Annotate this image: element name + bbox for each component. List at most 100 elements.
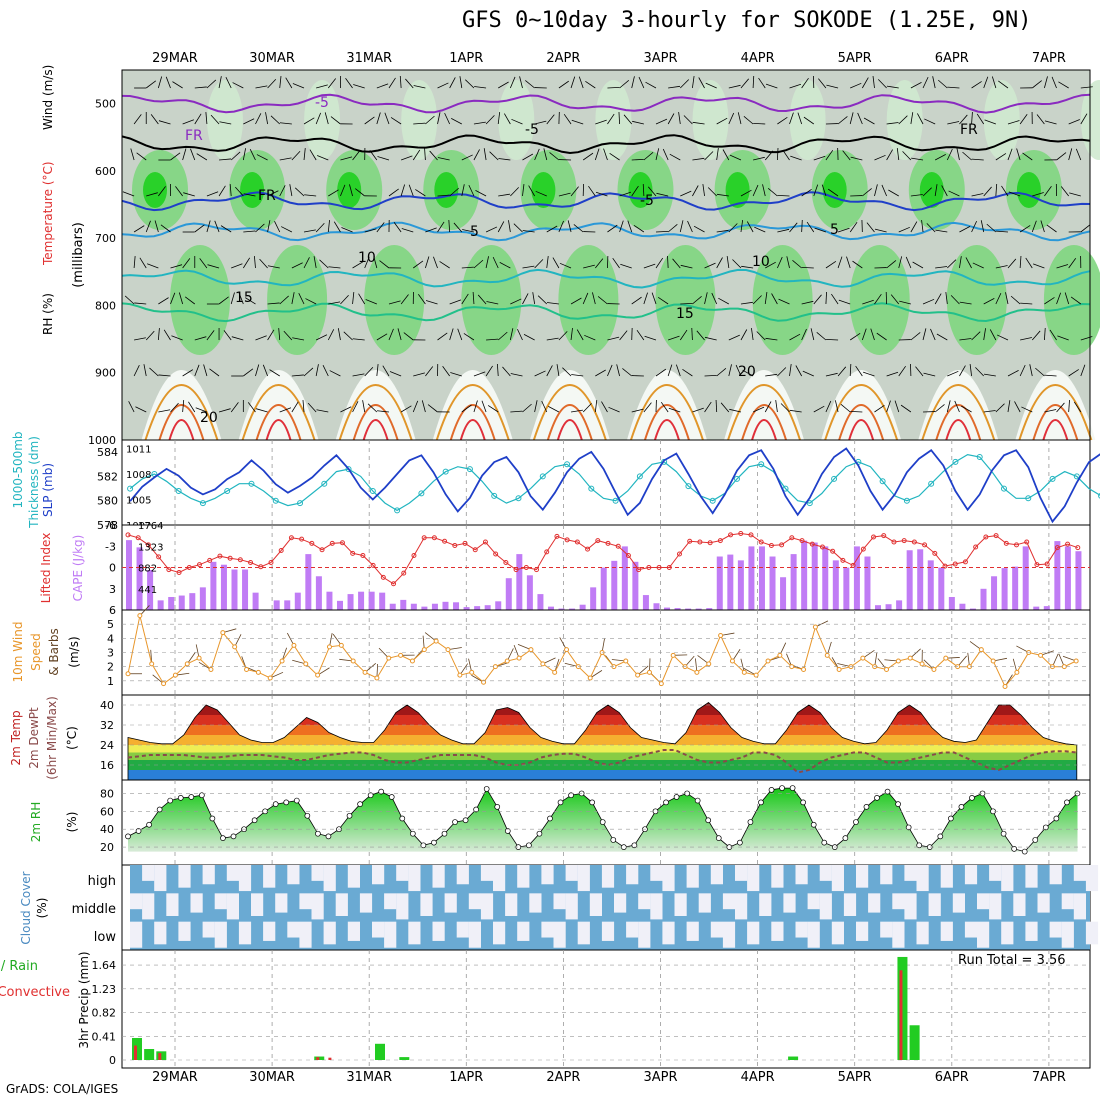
wind10-point <box>279 658 285 664</box>
cloud-gap <box>722 921 736 948</box>
cloud-gap <box>601 865 615 888</box>
wind-barb <box>498 193 511 197</box>
rh2m-point <box>1000 830 1007 837</box>
wind-barb <box>1007 120 1020 125</box>
rh2m-point <box>230 833 237 840</box>
rh2m-point <box>1064 799 1070 806</box>
rh2m-point <box>547 815 553 822</box>
cloud-gap <box>735 865 748 881</box>
cloud-gap <box>856 921 869 941</box>
wind-barb <box>364 116 375 125</box>
isotherm-35 <box>362 419 389 441</box>
cape-bar <box>547 606 554 610</box>
rh2m-point <box>768 786 775 793</box>
wind-barb <box>528 185 535 197</box>
wind-barb <box>278 328 281 341</box>
wind-barb <box>165 76 171 89</box>
wind-barb <box>983 298 995 305</box>
wind-barb <box>389 371 402 377</box>
wind-barb <box>923 372 936 377</box>
wind-barb <box>1031 220 1037 233</box>
thickness-point <box>199 500 206 507</box>
rh2m-point <box>737 839 743 846</box>
slp-tick: 1005 <box>126 496 151 507</box>
wind-barb <box>178 292 184 305</box>
wind-barb <box>340 406 352 413</box>
wind-barb <box>352 373 365 377</box>
rh2m-point <box>948 815 954 822</box>
cloud-gap <box>795 921 808 938</box>
temp-line <box>127 701 1078 781</box>
thickness-point <box>1049 475 1056 482</box>
wind-barb <box>813 405 825 413</box>
li-point <box>258 564 264 570</box>
wind-barb <box>886 85 899 89</box>
wind-barb <box>182 369 194 377</box>
wind-barb <box>962 151 972 161</box>
wind-barb <box>188 401 196 413</box>
wind-barb <box>160 224 171 233</box>
cloud-gap <box>263 921 276 941</box>
cloud-gap <box>142 865 155 881</box>
wind-barb <box>959 365 966 377</box>
wind-barb <box>732 259 742 269</box>
wind-barb <box>223 330 232 341</box>
cloud-gap <box>130 921 143 948</box>
wind-barb <box>752 184 759 197</box>
wind-barb <box>556 364 560 377</box>
precip-tick: 0 <box>109 1054 116 1067</box>
wind10-point <box>670 652 676 658</box>
wind-barb <box>728 112 735 125</box>
li-point <box>523 565 529 570</box>
wind-barb <box>390 117 402 125</box>
thickness-point <box>345 466 352 473</box>
wind-barb <box>413 260 424 269</box>
rh-contour <box>207 80 243 160</box>
rh2m-point <box>293 797 300 804</box>
wind-barb <box>1058 81 1069 89</box>
cloud-gap <box>843 893 857 916</box>
wind-barb <box>145 220 151 233</box>
wind-barb <box>959 338 972 341</box>
rh2m-point <box>557 799 564 806</box>
wind-barb <box>510 373 523 377</box>
wind-barb <box>218 185 226 197</box>
wind-barb <box>267 78 277 89</box>
wind-barb <box>535 190 547 197</box>
wind-barb <box>158 374 171 377</box>
wind-barb <box>315 222 325 233</box>
wind10-point <box>753 672 759 678</box>
wind-barb <box>662 148 669 161</box>
wind-barb <box>433 256 438 269</box>
cloud-gap <box>359 893 373 913</box>
cape-bar <box>716 556 723 610</box>
wind-barb <box>225 77 232 89</box>
rh-contour <box>240 172 265 208</box>
isotherm-label: FR <box>185 128 203 144</box>
cape-bar <box>442 601 449 610</box>
wind-barb <box>740 301 753 305</box>
li-point <box>472 547 478 553</box>
precip-total-bar <box>144 1049 155 1060</box>
cape-bar <box>231 569 238 610</box>
cloud-gap <box>964 921 978 938</box>
wind-barb <box>485 365 493 377</box>
wind-barb <box>821 184 827 197</box>
wind-barb <box>376 333 388 341</box>
rh-contour <box>919 172 944 208</box>
isotherm-30 <box>546 404 593 441</box>
wind-barb <box>886 400 891 413</box>
cloud-gap <box>420 893 433 916</box>
wind-barb <box>563 113 572 125</box>
li-point <box>697 539 703 545</box>
li-point <box>452 543 458 549</box>
wind-barb <box>959 226 971 233</box>
wind-barb <box>292 83 305 89</box>
thickness-tick: 580 <box>97 495 118 508</box>
wind-barb <box>473 149 480 161</box>
wind-barb <box>1051 76 1057 89</box>
precip-total-bar <box>399 1057 410 1060</box>
cloud-gap <box>238 921 252 945</box>
wind10-units-label: (m/s) <box>67 636 81 667</box>
li-point <box>840 557 846 563</box>
